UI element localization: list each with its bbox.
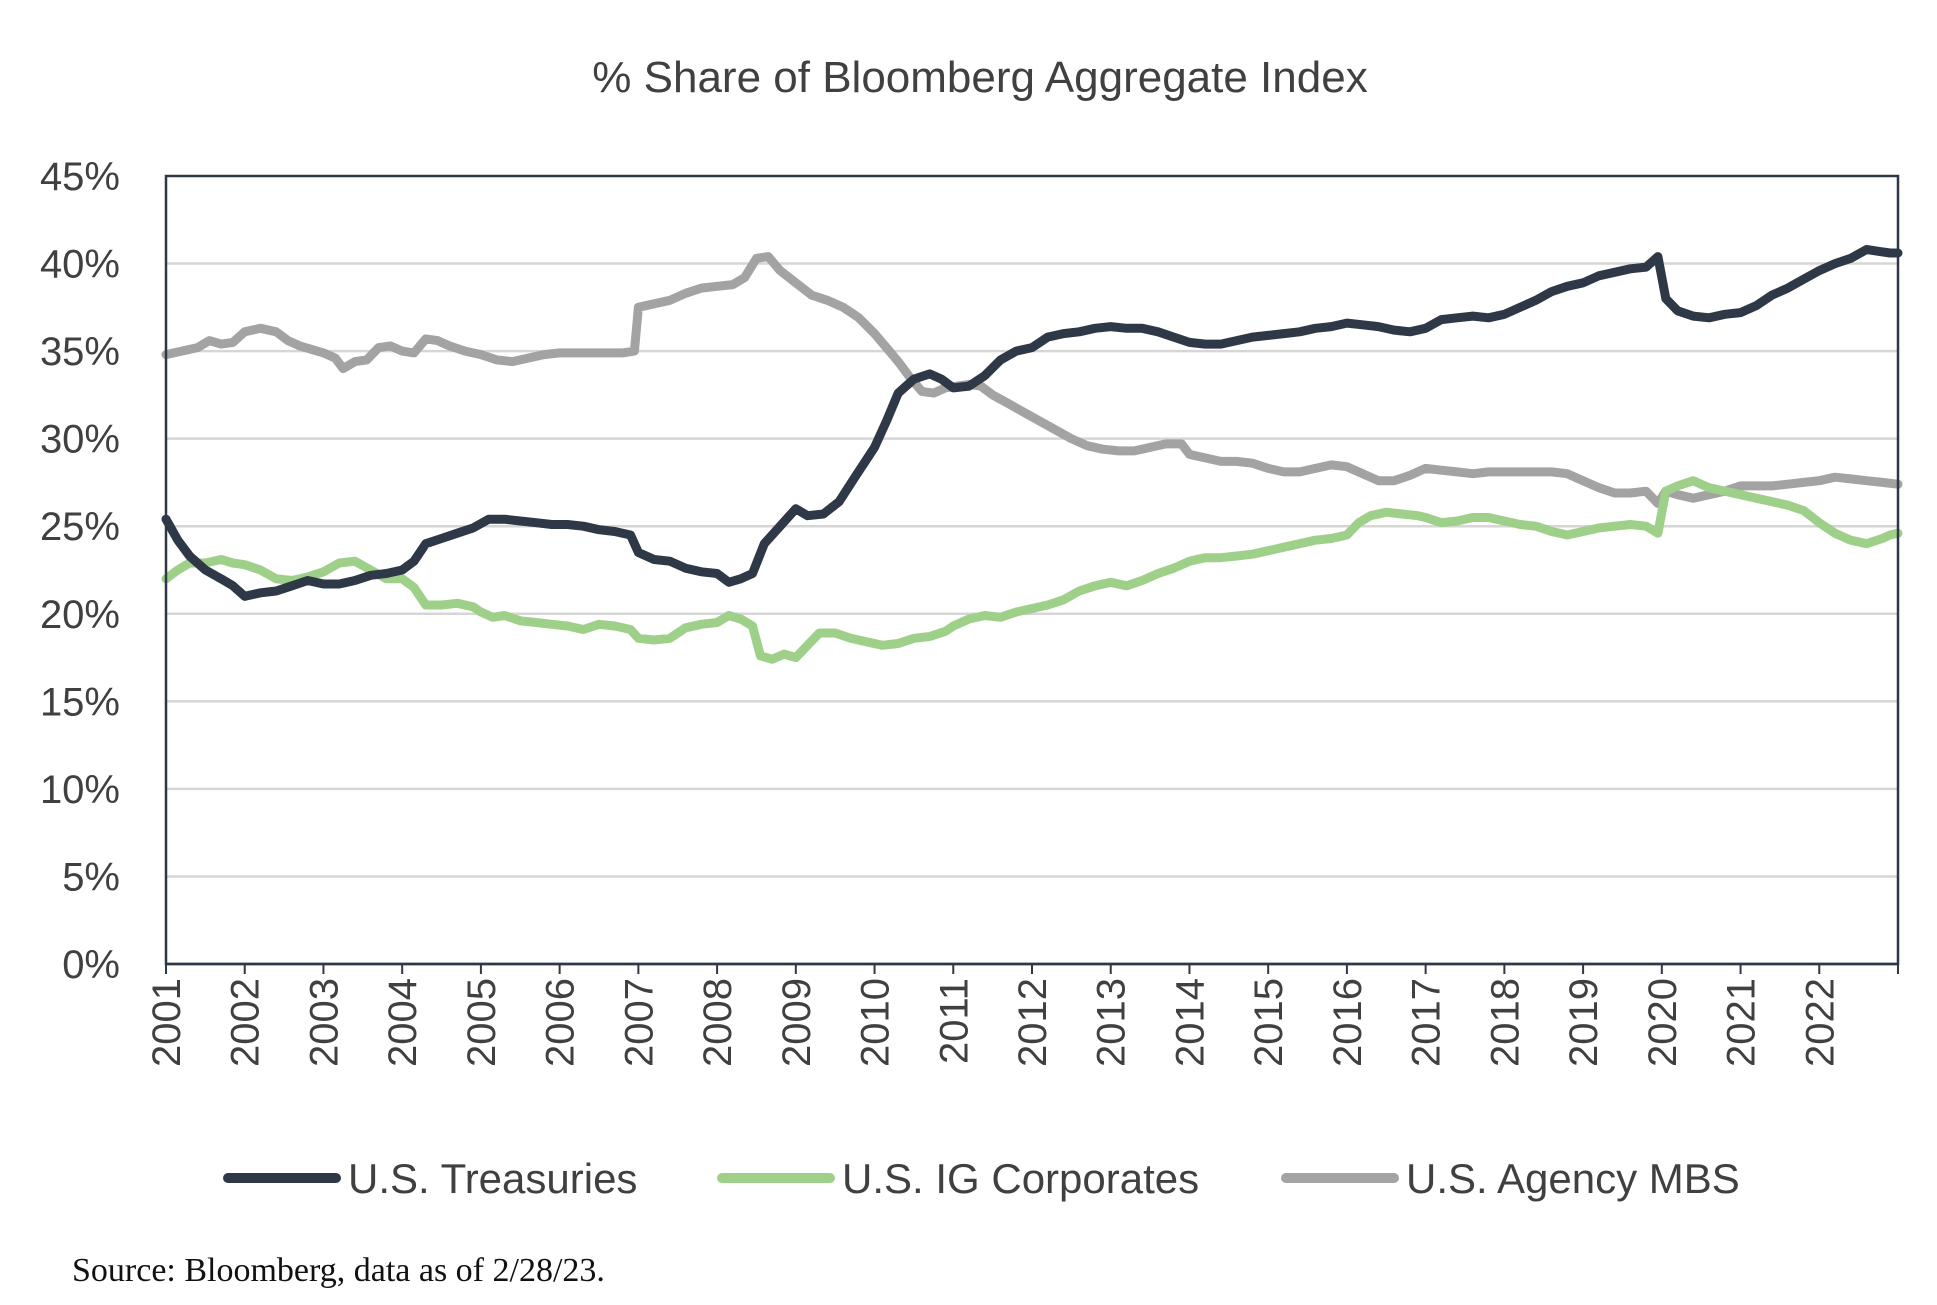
legend: U.S. Treasuries U.S. IG Corporates U.S. Ag… (223, 1155, 1740, 1202)
y-axis: 0% 5% 10% 15% 20% 25% 30% 35% 40% 45% (40, 155, 120, 987)
series-line-u-s-treasuries (161, 245, 1903, 601)
x-tick-label: 2014 (1168, 978, 1212, 1067)
x-tick-label: 2010 (854, 978, 898, 1067)
x-tick-label: 2008 (696, 978, 740, 1067)
y-tick-label: 45% (40, 155, 120, 199)
x-tick-label: 2003 (302, 978, 346, 1067)
x-tick-label: 2001 (145, 978, 189, 1067)
legend-label-u-s-agency-mbs: U.S. Agency MBS (1406, 1155, 1740, 1202)
x-tick-label: 2004 (381, 978, 425, 1067)
y-tick-label: 40% (40, 243, 120, 287)
gridlines (166, 262, 1898, 878)
y-tick-label: 15% (40, 680, 120, 724)
y-tick-label: 10% (40, 768, 120, 812)
y-tick-label: 25% (40, 505, 120, 549)
x-tick-label: 2005 (460, 978, 504, 1067)
source-note: Source: Bloomberg, data as of 2/28/23. (72, 1252, 605, 1289)
y-tick-label: 20% (40, 593, 120, 637)
x-tick-label: 2006 (539, 978, 583, 1067)
series-line-u-s-agency-mbs (161, 252, 1903, 508)
x-tick-label: 2016 (1326, 978, 1370, 1067)
x-tick-label: 2019 (1562, 978, 1606, 1067)
y-tick-label: 0% (62, 943, 120, 987)
series-lines (161, 245, 1903, 664)
legend-label-u-s-treasuries: U.S. Treasuries (348, 1155, 637, 1202)
y-tick-label: 30% (40, 418, 120, 462)
y-tick-label: 5% (62, 855, 120, 899)
plot-area-frame (164, 174, 1900, 966)
x-tick-label: 2013 (1090, 978, 1134, 1067)
x-tick-label: 2011 (932, 978, 976, 1064)
x-tick-label: 2018 (1483, 978, 1527, 1067)
x-tick-label: 2015 (1247, 978, 1291, 1067)
x-tick-label: 2007 (617, 978, 661, 1067)
x-tick-label: 2009 (775, 978, 819, 1067)
series-line-u-s-ig-corporates (161, 476, 1903, 664)
chart-title: % Share of Bloomberg Aggregate Index (592, 53, 1367, 102)
x-axis: 2001 2002 2003 2004 2005 2006 2007 2008 2009 2010… (145, 962, 1899, 1067)
x-tick-label: 2022 (1798, 978, 1842, 1067)
x-tick-label: 2002 (224, 978, 268, 1067)
x-tick-label: 2017 (1405, 978, 1449, 1067)
legend-label-u-s-ig-corporates: U.S. IG Corporates (842, 1155, 1199, 1202)
x-tick-label: 2021 (1720, 978, 1764, 1067)
y-tick-label: 35% (40, 330, 120, 374)
x-tick-label: 2020 (1641, 978, 1685, 1067)
x-tick-label: 2012 (1011, 978, 1055, 1067)
